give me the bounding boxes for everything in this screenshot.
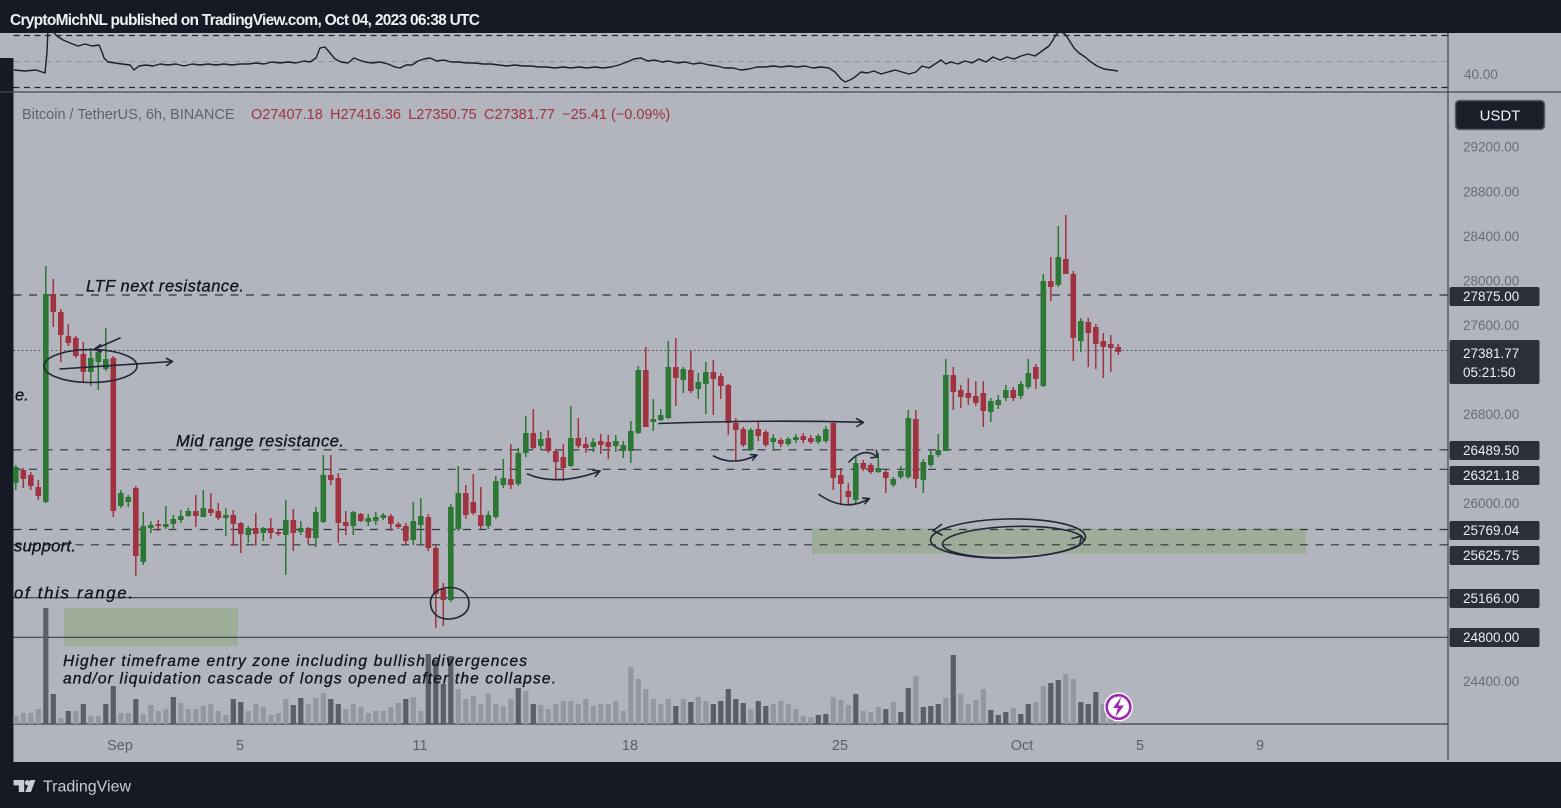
- svg-text:e.: e.: [15, 387, 29, 405]
- svg-text:26800.00: 26800.00: [1463, 407, 1519, 422]
- svg-text:28400.00: 28400.00: [1463, 229, 1519, 244]
- svg-text:Bitcoin / TetherUS, 6h, BINANC: Bitcoin / TetherUS, 6h, BINANCE: [22, 107, 235, 123]
- svg-text:28800.00: 28800.00: [1463, 185, 1519, 200]
- svg-text:9: 9: [1256, 738, 1264, 754]
- svg-text:CryptoMichNL published on Trad: CryptoMichNL published on TradingView.co…: [10, 12, 480, 29]
- svg-text:25769.04: 25769.04: [1463, 523, 1520, 538]
- svg-text:and/or liquidation cascade of: and/or liquidation cascade of longs open…: [63, 671, 556, 688]
- svg-text:of this range.: of this range.: [14, 585, 133, 603]
- svg-text:27875.00: 27875.00: [1463, 289, 1519, 304]
- svg-text:5: 5: [1136, 738, 1144, 754]
- svg-text:24800.00: 24800.00: [1463, 630, 1519, 645]
- svg-text:Mid range resistance.: Mid range resistance.: [176, 433, 344, 451]
- svg-text:Oct: Oct: [1011, 738, 1034, 754]
- svg-text:27600.00: 27600.00: [1463, 318, 1519, 333]
- svg-text:40.00: 40.00: [1464, 67, 1498, 82]
- svg-text:26489.50: 26489.50: [1463, 443, 1519, 458]
- svg-text:26321.18: 26321.18: [1463, 468, 1519, 483]
- svg-text:27381.77: 27381.77: [1463, 346, 1519, 361]
- svg-text:18: 18: [622, 738, 638, 754]
- svg-text:29200.00: 29200.00: [1463, 140, 1519, 155]
- svg-text:26000.00: 26000.00: [1463, 496, 1519, 511]
- svg-text:support.: support.: [14, 538, 76, 556]
- svg-text:05:21:50: 05:21:50: [1463, 365, 1516, 380]
- svg-text:11: 11: [412, 738, 427, 754]
- svg-text:TradingView: TradingView: [43, 779, 131, 796]
- svg-text:LTF next resistance.: LTF next resistance.: [86, 278, 244, 296]
- svg-text:25625.75: 25625.75: [1463, 548, 1519, 563]
- svg-text:25166.00: 25166.00: [1463, 591, 1519, 606]
- svg-text:24400.00: 24400.00: [1463, 674, 1519, 689]
- svg-text:25: 25: [832, 738, 848, 754]
- svg-text:O27407.18 H27416.36 L27350.75: O27407.18 H27416.36 L27350.75 C27381.77 …: [251, 107, 670, 123]
- svg-text:Sep: Sep: [107, 738, 133, 754]
- svg-text:USDT: USDT: [1480, 108, 1521, 125]
- svg-text:28000.00: 28000.00: [1463, 274, 1519, 289]
- svg-text:5: 5: [236, 738, 244, 754]
